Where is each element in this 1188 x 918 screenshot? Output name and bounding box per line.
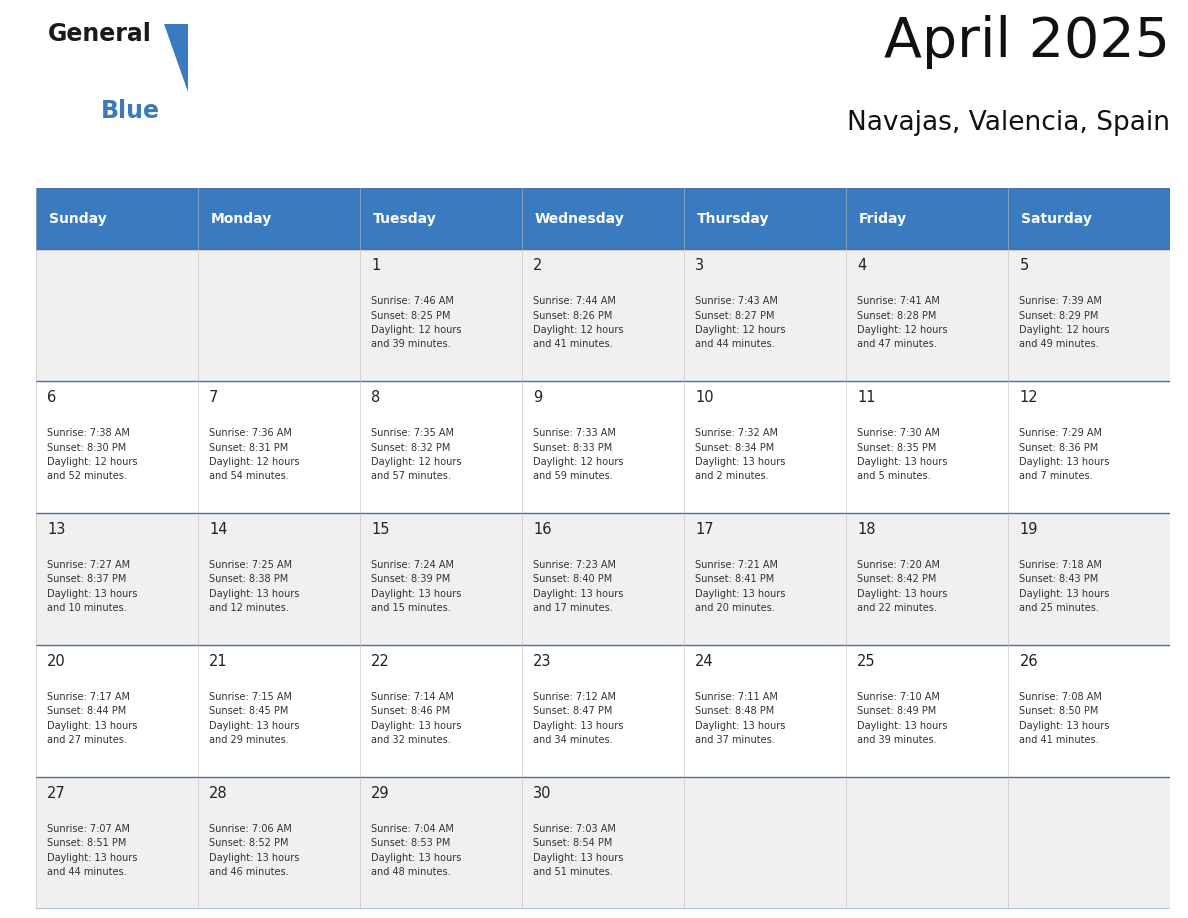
Text: 17: 17: [695, 521, 714, 537]
Polygon shape: [164, 24, 188, 92]
Text: 4: 4: [858, 258, 866, 273]
Text: Sunday: Sunday: [49, 212, 107, 226]
Text: 15: 15: [371, 521, 390, 537]
Text: Sunrise: 7:11 AM
Sunset: 8:48 PM
Daylight: 13 hours
and 37 minutes.: Sunrise: 7:11 AM Sunset: 8:48 PM Dayligh…: [695, 692, 785, 745]
Text: 25: 25: [858, 654, 876, 668]
Bar: [846, 188, 1009, 250]
Text: April 2025: April 2025: [884, 15, 1170, 69]
Bar: [36, 645, 1170, 777]
Text: 11: 11: [858, 390, 876, 405]
Text: 28: 28: [209, 786, 228, 800]
Text: 30: 30: [533, 786, 551, 800]
Bar: [197, 188, 360, 250]
Text: Sunrise: 7:38 AM
Sunset: 8:30 PM
Daylight: 12 hours
and 52 minutes.: Sunrise: 7:38 AM Sunset: 8:30 PM Dayligh…: [48, 428, 138, 481]
Bar: [36, 381, 1170, 513]
Bar: [36, 250, 1170, 381]
Text: 21: 21: [209, 654, 228, 668]
Text: 20: 20: [48, 654, 65, 668]
Text: Monday: Monday: [210, 212, 272, 226]
Text: 8: 8: [371, 390, 380, 405]
Text: Sunrise: 7:04 AM
Sunset: 8:53 PM
Daylight: 13 hours
and 48 minutes.: Sunrise: 7:04 AM Sunset: 8:53 PM Dayligh…: [371, 823, 461, 877]
Text: Sunrise: 7:29 AM
Sunset: 8:36 PM
Daylight: 13 hours
and 7 minutes.: Sunrise: 7:29 AM Sunset: 8:36 PM Dayligh…: [1019, 428, 1110, 481]
Text: Sunrise: 7:24 AM
Sunset: 8:39 PM
Daylight: 13 hours
and 15 minutes.: Sunrise: 7:24 AM Sunset: 8:39 PM Dayligh…: [371, 560, 461, 613]
Text: 22: 22: [371, 654, 390, 668]
Text: Sunrise: 7:18 AM
Sunset: 8:43 PM
Daylight: 13 hours
and 25 minutes.: Sunrise: 7:18 AM Sunset: 8:43 PM Dayligh…: [1019, 560, 1110, 613]
Text: Sunrise: 7:35 AM
Sunset: 8:32 PM
Daylight: 12 hours
and 57 minutes.: Sunrise: 7:35 AM Sunset: 8:32 PM Dayligh…: [371, 428, 462, 481]
Text: Sunrise: 7:25 AM
Sunset: 8:38 PM
Daylight: 13 hours
and 12 minutes.: Sunrise: 7:25 AM Sunset: 8:38 PM Dayligh…: [209, 560, 299, 613]
Text: Sunrise: 7:41 AM
Sunset: 8:28 PM
Daylight: 12 hours
and 47 minutes.: Sunrise: 7:41 AM Sunset: 8:28 PM Dayligh…: [858, 297, 948, 350]
Text: 1: 1: [371, 258, 380, 273]
Bar: [684, 188, 846, 250]
Text: Sunrise: 7:21 AM
Sunset: 8:41 PM
Daylight: 13 hours
and 20 minutes.: Sunrise: 7:21 AM Sunset: 8:41 PM Dayligh…: [695, 560, 785, 613]
Bar: [36, 513, 1170, 645]
Bar: [1009, 188, 1170, 250]
Text: Thursday: Thursday: [697, 212, 770, 226]
Text: Wednesday: Wednesday: [535, 212, 625, 226]
Text: 10: 10: [695, 390, 714, 405]
Text: General: General: [48, 22, 151, 46]
Text: Sunrise: 7:32 AM
Sunset: 8:34 PM
Daylight: 13 hours
and 2 minutes.: Sunrise: 7:32 AM Sunset: 8:34 PM Dayligh…: [695, 428, 785, 481]
Text: 16: 16: [533, 521, 551, 537]
Text: Sunrise: 7:07 AM
Sunset: 8:51 PM
Daylight: 13 hours
and 44 minutes.: Sunrise: 7:07 AM Sunset: 8:51 PM Dayligh…: [48, 823, 138, 877]
Text: 14: 14: [209, 521, 228, 537]
Text: 9: 9: [533, 390, 543, 405]
Text: Sunrise: 7:20 AM
Sunset: 8:42 PM
Daylight: 13 hours
and 22 minutes.: Sunrise: 7:20 AM Sunset: 8:42 PM Dayligh…: [858, 560, 948, 613]
Text: 12: 12: [1019, 390, 1038, 405]
Text: 5: 5: [1019, 258, 1029, 273]
Text: Sunrise: 7:17 AM
Sunset: 8:44 PM
Daylight: 13 hours
and 27 minutes.: Sunrise: 7:17 AM Sunset: 8:44 PM Dayligh…: [48, 692, 138, 745]
Text: Sunrise: 7:39 AM
Sunset: 8:29 PM
Daylight: 12 hours
and 49 minutes.: Sunrise: 7:39 AM Sunset: 8:29 PM Dayligh…: [1019, 297, 1110, 350]
Text: Sunrise: 7:12 AM
Sunset: 8:47 PM
Daylight: 13 hours
and 34 minutes.: Sunrise: 7:12 AM Sunset: 8:47 PM Dayligh…: [533, 692, 624, 745]
Text: Sunrise: 7:10 AM
Sunset: 8:49 PM
Daylight: 13 hours
and 39 minutes.: Sunrise: 7:10 AM Sunset: 8:49 PM Dayligh…: [858, 692, 948, 745]
Text: Sunrise: 7:44 AM
Sunset: 8:26 PM
Daylight: 12 hours
and 41 minutes.: Sunrise: 7:44 AM Sunset: 8:26 PM Dayligh…: [533, 297, 624, 350]
Bar: [36, 188, 197, 250]
Text: Sunrise: 7:43 AM
Sunset: 8:27 PM
Daylight: 12 hours
and 44 minutes.: Sunrise: 7:43 AM Sunset: 8:27 PM Dayligh…: [695, 297, 785, 350]
Text: 3: 3: [695, 258, 704, 273]
Text: 24: 24: [695, 654, 714, 668]
Bar: [360, 188, 522, 250]
Text: Saturday: Saturday: [1020, 212, 1092, 226]
Text: 6: 6: [48, 390, 56, 405]
Text: 26: 26: [1019, 654, 1038, 668]
Text: Sunrise: 7:06 AM
Sunset: 8:52 PM
Daylight: 13 hours
and 46 minutes.: Sunrise: 7:06 AM Sunset: 8:52 PM Dayligh…: [209, 823, 299, 877]
Text: Sunrise: 7:36 AM
Sunset: 8:31 PM
Daylight: 12 hours
and 54 minutes.: Sunrise: 7:36 AM Sunset: 8:31 PM Dayligh…: [209, 428, 299, 481]
Text: Sunrise: 7:46 AM
Sunset: 8:25 PM
Daylight: 12 hours
and 39 minutes.: Sunrise: 7:46 AM Sunset: 8:25 PM Dayligh…: [371, 297, 462, 350]
Text: Tuesday: Tuesday: [373, 212, 436, 226]
Text: Friday: Friday: [859, 212, 908, 226]
Text: 29: 29: [371, 786, 390, 800]
Text: 13: 13: [48, 521, 65, 537]
Text: Blue: Blue: [101, 99, 160, 123]
Text: Sunrise: 7:08 AM
Sunset: 8:50 PM
Daylight: 13 hours
and 41 minutes.: Sunrise: 7:08 AM Sunset: 8:50 PM Dayligh…: [1019, 692, 1110, 745]
Text: Sunrise: 7:15 AM
Sunset: 8:45 PM
Daylight: 13 hours
and 29 minutes.: Sunrise: 7:15 AM Sunset: 8:45 PM Dayligh…: [209, 692, 299, 745]
Text: Sunrise: 7:30 AM
Sunset: 8:35 PM
Daylight: 13 hours
and 5 minutes.: Sunrise: 7:30 AM Sunset: 8:35 PM Dayligh…: [858, 428, 948, 481]
Text: Sunrise: 7:23 AM
Sunset: 8:40 PM
Daylight: 13 hours
and 17 minutes.: Sunrise: 7:23 AM Sunset: 8:40 PM Dayligh…: [533, 560, 624, 613]
Text: 27: 27: [48, 786, 65, 800]
Bar: [36, 777, 1170, 909]
Text: Sunrise: 7:33 AM
Sunset: 8:33 PM
Daylight: 12 hours
and 59 minutes.: Sunrise: 7:33 AM Sunset: 8:33 PM Dayligh…: [533, 428, 624, 481]
Text: Sunrise: 7:14 AM
Sunset: 8:46 PM
Daylight: 13 hours
and 32 minutes.: Sunrise: 7:14 AM Sunset: 8:46 PM Dayligh…: [371, 692, 461, 745]
Bar: [522, 188, 684, 250]
Text: 23: 23: [533, 654, 551, 668]
Text: Navajas, Valencia, Spain: Navajas, Valencia, Spain: [847, 110, 1170, 136]
Text: 19: 19: [1019, 521, 1038, 537]
Text: 7: 7: [209, 390, 219, 405]
Text: 18: 18: [858, 521, 876, 537]
Text: Sunrise: 7:03 AM
Sunset: 8:54 PM
Daylight: 13 hours
and 51 minutes.: Sunrise: 7:03 AM Sunset: 8:54 PM Dayligh…: [533, 823, 624, 877]
Text: 2: 2: [533, 258, 543, 273]
Text: Sunrise: 7:27 AM
Sunset: 8:37 PM
Daylight: 13 hours
and 10 minutes.: Sunrise: 7:27 AM Sunset: 8:37 PM Dayligh…: [48, 560, 138, 613]
